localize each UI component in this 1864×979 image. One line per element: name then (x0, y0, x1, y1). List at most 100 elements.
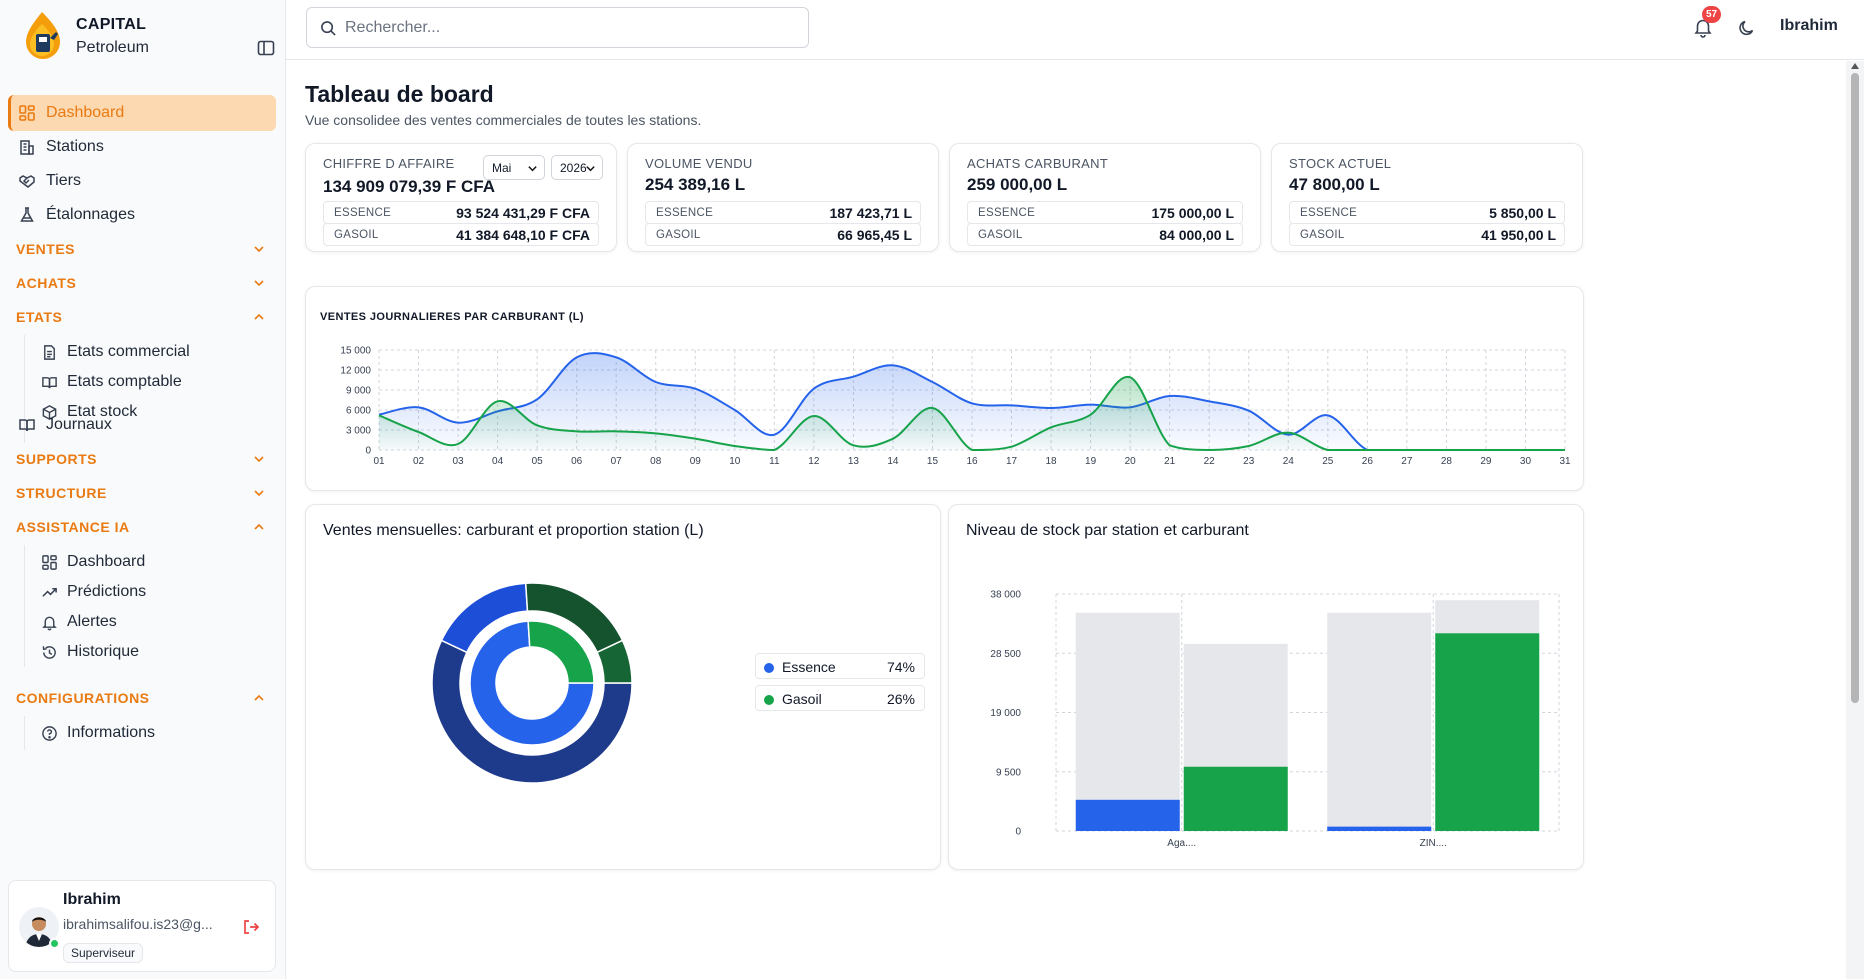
sidebar-item-ia-dashboard[interactable]: Dashboard (25, 545, 275, 579)
chevron-up-icon (254, 313, 264, 320)
section-label: VENTES (16, 241, 76, 257)
sidebar-item-etat-stock[interactable]: Etat stock (25, 395, 275, 429)
sidebar-item-label: Etat stock (67, 403, 138, 420)
legend-label: Essence (782, 659, 836, 675)
trending-up-icon (42, 587, 57, 597)
header-user-name[interactable]: Ibrahim (1780, 17, 1838, 34)
sidebar-item-ia-alertes[interactable]: Alertes (25, 605, 275, 639)
kpi-label: STOCK ACTUEL (1289, 156, 1392, 171)
x-tick-label: 02 (413, 456, 425, 467)
search-box[interactable] (306, 7, 809, 48)
etats-subnav: Etats commercial Etats comptable Etat st… (24, 335, 276, 443)
sidebar-item-etats-commercial[interactable]: Etats commercial (25, 335, 275, 369)
logout-icon[interactable] (241, 917, 261, 937)
kpi-row-label: GASOIL (334, 229, 379, 241)
sidebar-item-journaux[interactable]: Journaux (8, 407, 276, 443)
kpi-row-essence: ESSENCE 175 000,00 L (967, 201, 1243, 224)
kpi-label: VOLUME VENDU (645, 156, 753, 171)
kpi-row-gasoil: GASOIL 41 950,00 L (1289, 223, 1565, 246)
section-configurations[interactable]: CONFIGURATIONS (8, 681, 276, 715)
y-tick-label: 15 000 (340, 346, 371, 357)
section-achats[interactable]: ACHATS (8, 266, 276, 300)
sidebar-item-label: Prédictions (67, 583, 147, 600)
dashboard-icon (42, 554, 57, 570)
x-tick-label: 04 (492, 456, 504, 467)
sidebar-item-etats-comptable[interactable]: Etats comptable (25, 365, 275, 399)
kpi-row-essence: ESSENCE 93 524 431,29 F CFA (323, 201, 599, 224)
kpi-row-gasoil: GASOIL 66 965,45 L (645, 223, 921, 246)
book-open-icon (19, 419, 35, 432)
sidebar-item-ia-predictions[interactable]: Prédictions (25, 575, 275, 609)
legend-dot (764, 663, 774, 673)
sidebar-item-stations[interactable]: Stations (8, 129, 276, 165)
y-tick-label: 0 (365, 446, 371, 457)
brand-name: CAPITAL (76, 16, 147, 33)
x-tick-label: 11 (769, 456, 780, 467)
sidebar-item-dashboard[interactable]: Dashboard (8, 95, 276, 131)
sidebar-item-label: Étalonnages (46, 206, 135, 223)
x-tick-label: 01 (373, 456, 385, 467)
y-tick-label: 3 000 (346, 426, 371, 437)
kpi-card-achats-carburant: ACHATS CARBURANT 259 000,00 L ESSENCE 17… (949, 143, 1261, 252)
capacity-bar (1075, 612, 1180, 831)
chevron-up-icon (254, 523, 264, 530)
sidebar-item-label: Etats commercial (67, 343, 190, 360)
brand-subname: Petroleum (76, 39, 149, 56)
sidebar-item-label: Dashboard (46, 104, 125, 121)
x-tick-label: 08 (650, 456, 662, 467)
x-tick-label: 29 (1480, 456, 1492, 467)
section-label: ACHATS (16, 275, 77, 291)
sidebar-item-label: Alertes (67, 613, 117, 630)
section-structure[interactable]: STRUCTURE (8, 476, 276, 510)
x-tick-label: ZIN.... (1420, 838, 1447, 849)
kpi-row-label: GASOIL (978, 229, 1023, 241)
x-tick-label: 19 (1085, 456, 1097, 467)
kpi-row-value: 41 950,00 L (1481, 227, 1556, 243)
moon-icon[interactable] (1737, 18, 1757, 38)
x-tick-label: 17 (1006, 456, 1018, 467)
y-tick-label: 28 500 (990, 649, 1021, 660)
kpi-label: CHIFFRE D AFFAIRE (323, 156, 455, 171)
help-circle-icon (42, 725, 57, 741)
scrollbar-thumb[interactable] (1851, 73, 1859, 703)
page-subtitle: Vue consolidee des ventes commerciales d… (305, 112, 702, 128)
sidebar-item-label: Etats comptable (67, 373, 182, 390)
section-supports[interactable]: SUPPORTS (8, 442, 276, 476)
sidebar-item-ia-historique[interactable]: Historique (25, 635, 275, 669)
x-tick-label: 06 (571, 456, 583, 467)
history-icon (42, 645, 56, 659)
month-select-value: Mai (492, 161, 512, 175)
sidebar: CAPITAL Petroleum Dashboard Stations Tie… (0, 0, 286, 979)
configurations-subnav: Informations (24, 716, 276, 750)
section-etats[interactable]: ETATS (8, 300, 276, 334)
kpi-row-value: 187 423,71 L (829, 205, 912, 221)
year-select[interactable]: 2026 (551, 155, 603, 180)
sidebar-item-label: Dashboard (67, 553, 146, 570)
notification-count-badge: 57 (1702, 6, 1721, 23)
sidebar-item-tiers[interactable]: Tiers (8, 163, 276, 199)
y-tick-label: 0 (1015, 827, 1021, 838)
y-tick-label: 9 500 (996, 767, 1021, 778)
sidebar-toggle-icon[interactable] (256, 38, 276, 58)
section-ventes[interactable]: VENTES (8, 232, 276, 266)
scroll-up-arrow[interactable] (1851, 63, 1859, 69)
kpi-value: 254 389,16 L (645, 175, 746, 194)
kpi-row-value: 175 000,00 L (1151, 205, 1234, 221)
legend-item-gasoil[interactable]: Gasoil 26% (755, 685, 925, 711)
sidebar-item-informations[interactable]: Informations (25, 716, 275, 750)
kpi-row-label: ESSENCE (1300, 207, 1358, 219)
x-tick-label: 31 (1559, 456, 1571, 467)
x-tick-label: 05 (532, 456, 544, 467)
kpi-row-label: GASOIL (1300, 229, 1345, 241)
scrollbar[interactable] (1846, 61, 1864, 979)
section-assistance-ia[interactable]: ASSISTANCE IA (8, 510, 276, 544)
x-tick-label: 14 (887, 456, 899, 467)
stock-bar (1327, 826, 1432, 831)
stock-bar (1435, 633, 1540, 831)
year-select-value: 2026 (560, 161, 587, 175)
legend-item-essence[interactable]: Essence 74% (755, 653, 925, 679)
search-input[interactable] (345, 14, 795, 42)
series-area (379, 376, 1565, 450)
sidebar-item-etalonnages[interactable]: Étalonnages (8, 197, 276, 233)
month-select[interactable]: Mai (483, 155, 545, 180)
